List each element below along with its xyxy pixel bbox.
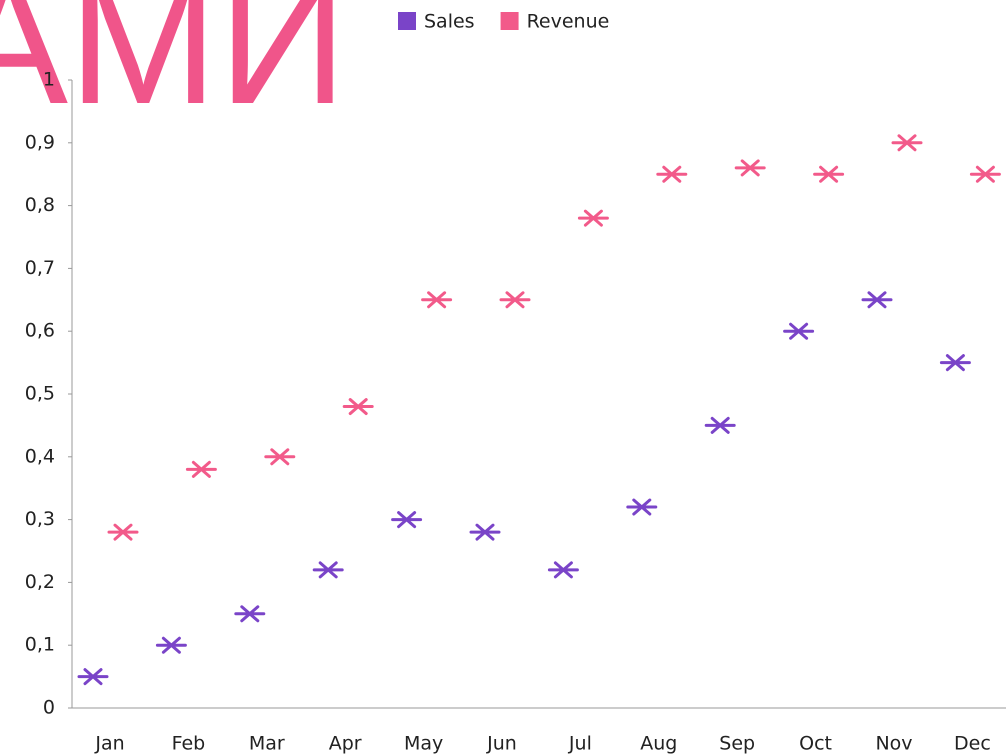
marker — [626, 498, 658, 516]
x-tick-label: Mar — [249, 733, 285, 755]
y-tick-label: 0 — [43, 697, 55, 719]
marker — [469, 523, 501, 541]
legend-swatch — [500, 12, 519, 30]
y-tick-label: 0,6 — [25, 320, 55, 342]
marker — [421, 291, 453, 309]
y-tick-label: 0,9 — [25, 131, 55, 153]
x-tick-label: Apr — [329, 733, 362, 755]
y-tick-label: 1 — [43, 69, 55, 91]
marker — [891, 134, 923, 152]
x-tick-label: Nov — [875, 733, 912, 755]
legend-label: Revenue — [527, 11, 610, 33]
x-tick-label: Sep — [719, 733, 755, 755]
marker — [342, 398, 374, 416]
y-tick-label: 0,8 — [25, 194, 55, 216]
marker — [312, 561, 344, 579]
y-tick-label: 0,7 — [25, 257, 55, 279]
marker — [185, 460, 217, 478]
x-tick-label: May — [404, 733, 443, 755]
y-tick-label: 0,2 — [25, 571, 55, 593]
marker — [656, 165, 688, 183]
marker — [969, 165, 1001, 183]
marker — [264, 448, 296, 466]
marker — [577, 209, 609, 227]
x-tick-label: Aug — [640, 733, 677, 755]
marker — [547, 561, 579, 579]
x-tick-label: Jun — [486, 733, 517, 755]
marker — [234, 605, 266, 623]
marker — [861, 291, 893, 309]
marker — [783, 322, 815, 340]
y-tick-label: 0,3 — [25, 508, 55, 530]
x-tick-label: Feb — [172, 733, 206, 755]
x-tick-label: Jul — [568, 733, 592, 755]
marker — [391, 511, 423, 529]
marker — [813, 165, 845, 183]
y-tick-label: 0,4 — [25, 445, 55, 467]
x-tick-label: Dec — [954, 733, 991, 755]
marker — [155, 636, 187, 654]
legend-swatch — [398, 12, 416, 30]
x-tick-label: Jan — [94, 733, 124, 755]
y-tick-label: 0,1 — [25, 634, 55, 656]
marker — [107, 523, 139, 541]
marker — [704, 416, 736, 434]
marker — [77, 668, 109, 686]
y-tick-label: 0,5 — [25, 383, 55, 405]
chart-title: АМИ — [0, 0, 347, 142]
legend-label: Sales — [424, 11, 475, 33]
marker — [734, 159, 766, 177]
marker — [939, 354, 971, 372]
x-tick-label: Oct — [799, 733, 832, 755]
marker — [499, 291, 531, 309]
